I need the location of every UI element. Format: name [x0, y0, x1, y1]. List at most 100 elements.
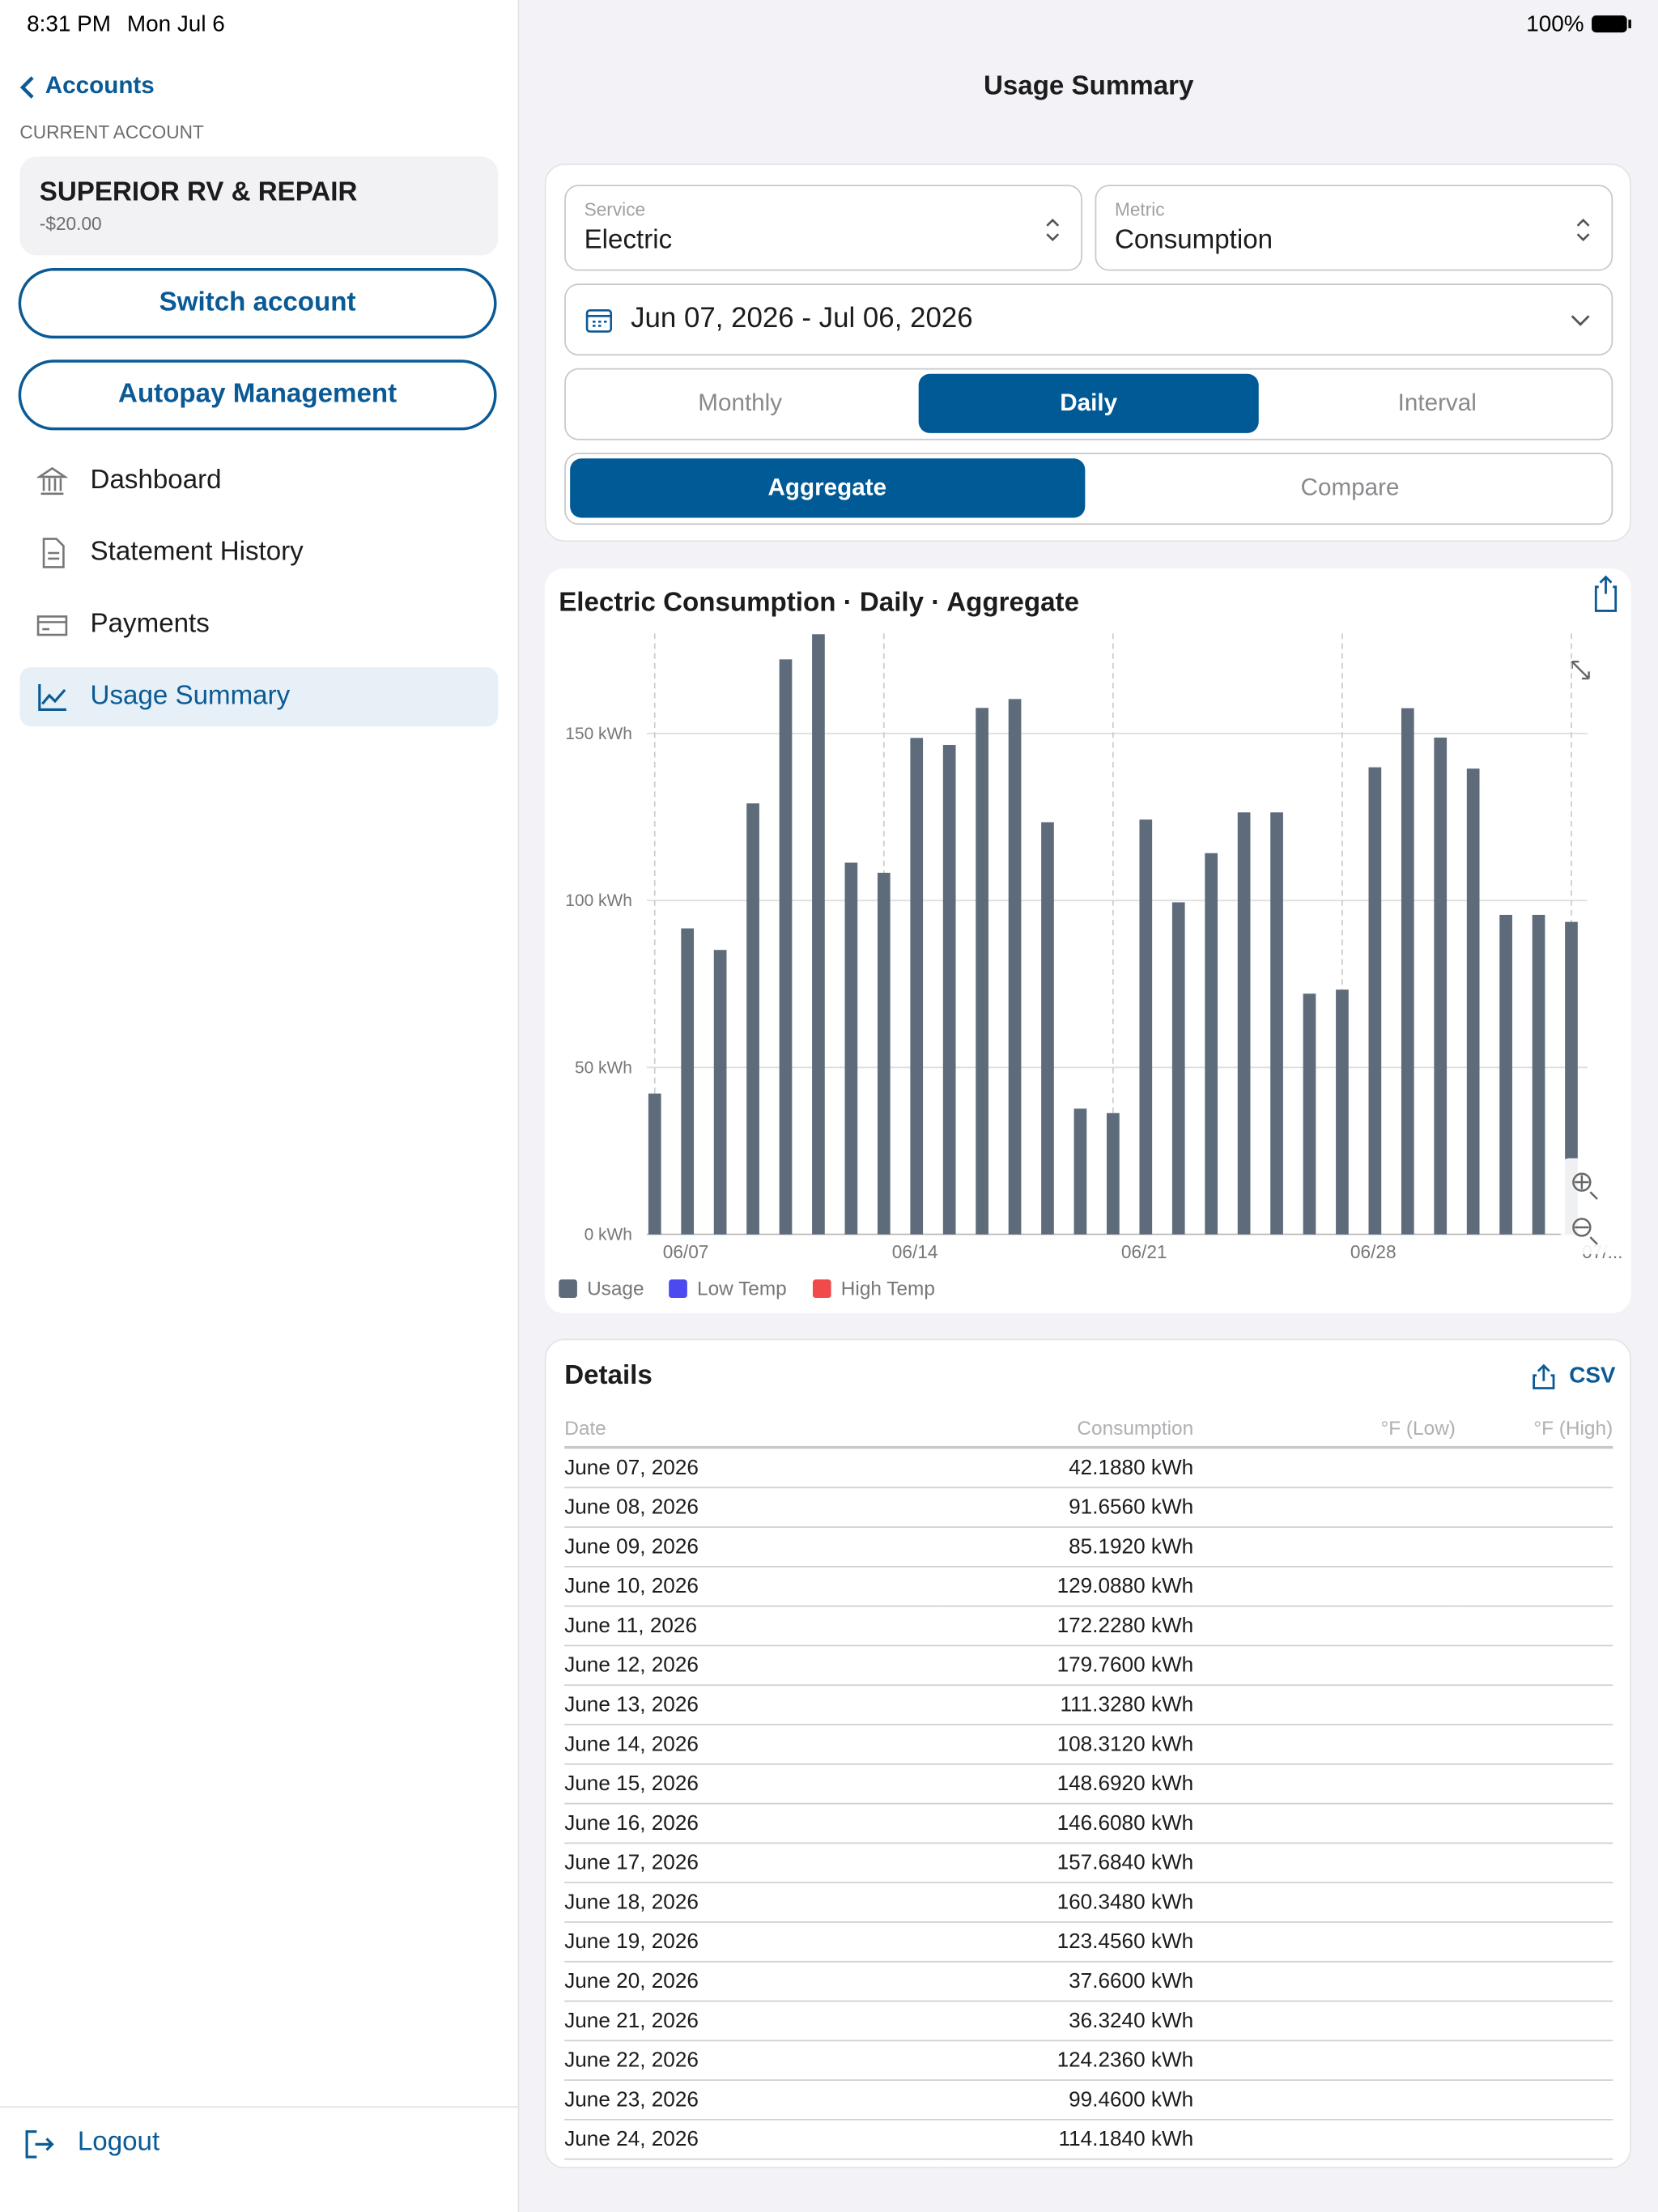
empty-cell: [1455, 1961, 1613, 2002]
battery-text: 100%: [1526, 12, 1584, 37]
nav-icon: [42, 538, 65, 568]
table-cell: 114.1840 kWh: [942, 2119, 1194, 2160]
segment-option[interactable]: Compare: [1300, 474, 1400, 501]
share-icon[interactable]: [1531, 1363, 1556, 1391]
nav-icon: [36, 466, 68, 496]
chevron: [1576, 218, 1590, 242]
column-header: °F (Low): [1193, 1407, 1456, 1449]
bar: [844, 862, 858, 1235]
date-range-select[interactable]: Jun 07, 2026 - Jul 06, 2026: [564, 283, 1613, 356]
bar: [713, 950, 727, 1235]
table-row: June 09, 2026 85.1920 kWh: [564, 1527, 1613, 1568]
table-cell: June 21, 2026: [564, 2001, 942, 2042]
table-cell: 179.7600 kWh: [942, 1645, 1194, 1687]
table-cell: 157.6840 kWh: [942, 1843, 1194, 1884]
expand-icon[interactable]: [1571, 660, 1590, 680]
table-cell: June 09, 2026: [564, 1527, 942, 1568]
table-row: June 08, 2026 91.6560 kWh: [564, 1487, 1613, 1528]
table-cell: 146.6080 kWh: [942, 1803, 1194, 1844]
zoom-out[interactable]: [1575, 1226, 1598, 1245]
empty-cell: [1455, 1447, 1613, 1489]
table-cell: June 11, 2026: [564, 1606, 942, 1647]
bar: [1107, 1112, 1120, 1235]
table-cell: June 08, 2026: [564, 1487, 942, 1528]
bar: [1368, 767, 1382, 1235]
empty-cell: [1455, 1803, 1613, 1844]
empty-cell: [1193, 2040, 1456, 2081]
table-cell: 36.3240 kWh: [942, 2001, 1194, 2042]
empty-cell: [1193, 1725, 1456, 1765]
logout-link[interactable]: Logout: [77, 2127, 160, 2158]
bar: [812, 634, 825, 1235]
table-row: June 07, 2026 42.1880 kWh: [564, 1447, 1613, 1489]
nav-item[interactable]: Statement History: [19, 523, 498, 582]
zoom-controls[interactable]: [1560, 1158, 1609, 1254]
nav-label: Payments: [90, 609, 210, 640]
table-cell: June 12, 2026: [564, 1645, 942, 1687]
empty-cell: [1455, 1527, 1613, 1568]
nav-label: Usage Summary: [90, 681, 291, 712]
bar: [1532, 914, 1545, 1235]
table-cell: June 14, 2026: [564, 1725, 942, 1765]
table-row: June 16, 2026 146.6080 kWh: [564, 1803, 1613, 1844]
nav-item[interactable]: Payments: [19, 595, 498, 654]
table-row: June 21, 2026 36.3240 kWh: [564, 2001, 1613, 2042]
filter-card: Service Electric Metric Consumption Jun …: [544, 164, 1631, 542]
csv-button[interactable]: CSV: [1569, 1363, 1616, 1389]
service-select[interactable]: Service Electric: [564, 185, 1082, 271]
segment-option[interactable]: Aggregate: [570, 458, 1085, 518]
empty-cell: [1455, 2080, 1613, 2121]
bar: [681, 928, 695, 1235]
nav-item[interactable]: Dashboard: [19, 452, 498, 511]
main-panel: 100% Usage Summary Service Electric Metr…: [519, 0, 1658, 2212]
details-card: Details CSV Date Consumption °F (Low) °F (H…: [544, 1338, 1631, 2168]
segment-option[interactable]: Daily: [918, 373, 1259, 433]
account-card: SUPERIOR RV & REPAIR -$20.00: [19, 156, 499, 256]
legend-label: High Temp: [841, 1278, 935, 1300]
table-cell: 85.1920 kWh: [942, 1527, 1194, 1568]
table-row: June 20, 2026 37.6600 kWh: [564, 1961, 1613, 2002]
legend-swatch: [559, 1279, 577, 1298]
calendar-icon: [585, 309, 613, 333]
column-header: Consumption: [942, 1407, 1194, 1449]
details-table: Date Consumption °F (Low) °F (High) June 07,…: [564, 1407, 1613, 2160]
bar: [1139, 819, 1153, 1235]
table-row: June 23, 2026 99.4600 kWh: [564, 2080, 1613, 2121]
table-cell: 99.4600 kWh: [942, 2080, 1194, 2121]
empty-cell: [1455, 1843, 1613, 1884]
segment-option[interactable]: Monthly: [698, 389, 783, 416]
autopay-button[interactable]: Autopay Management: [18, 359, 497, 431]
back-icon[interactable]: [19, 74, 38, 100]
share-icon[interactable]: [1594, 575, 1618, 612]
bar: [1303, 993, 1316, 1235]
bar: [910, 738, 924, 1235]
bar: [1499, 914, 1512, 1235]
empty-cell: [1193, 1763, 1456, 1805]
nav-icon: [36, 615, 68, 636]
table-cell: June 20, 2026: [564, 1961, 942, 2002]
column-header: °F (High): [1455, 1407, 1613, 1449]
bar: [779, 659, 793, 1235]
empty-cell: [1455, 1921, 1613, 1963]
bar: [746, 803, 759, 1235]
empty-cell: [1455, 1882, 1613, 1923]
sidebar: 8:31 PM Mon Jul 6 Accounts CURRENT ACCOU…: [0, 0, 520, 2212]
switch-account-button[interactable]: Switch account: [18, 268, 497, 339]
status-date: Mon Jul 6: [126, 12, 225, 37]
legend-label: Low Temp: [697, 1278, 787, 1300]
table-cell: 108.3120 kWh: [942, 1725, 1194, 1765]
table-cell: 129.0880 kWh: [942, 1566, 1194, 1607]
table-row: June 19, 2026 123.4560 kWh: [564, 1921, 1613, 1963]
table-cell: June 23, 2026: [564, 2080, 942, 2121]
segment-option[interactable]: Interval: [1397, 389, 1477, 416]
page-title: Usage Summary: [983, 71, 1194, 102]
empty-cell: [1455, 1725, 1613, 1765]
back-link[interactable]: Accounts: [45, 71, 155, 99]
bar: [976, 708, 988, 1235]
legend-swatch: [669, 1279, 687, 1298]
zoom-in[interactable]: [1575, 1175, 1598, 1200]
metric-select[interactable]: Metric Consumption: [1095, 185, 1613, 271]
table-cell: June 18, 2026: [564, 1882, 942, 1923]
nav-item[interactable]: Usage Summary: [19, 667, 499, 727]
